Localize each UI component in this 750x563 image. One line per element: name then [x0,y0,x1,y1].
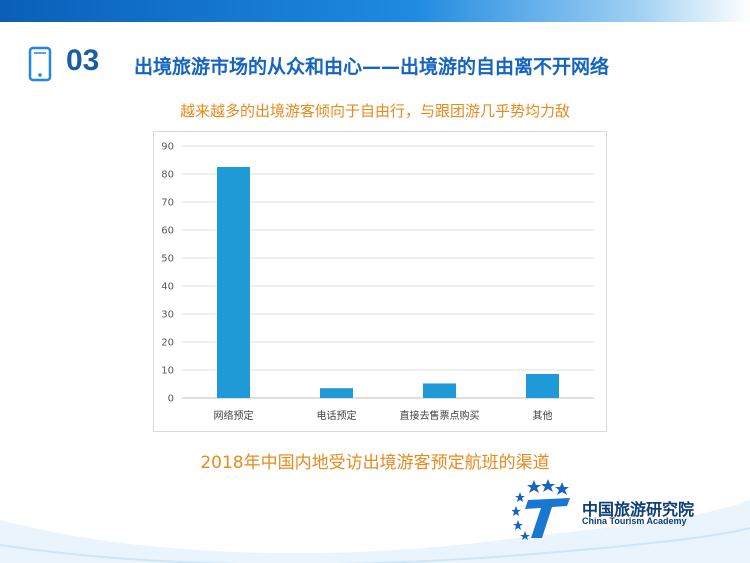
y-tick-label: 50 [161,254,174,265]
x-category-label: 电话预定 [317,409,357,422]
x-category-label: 其他 [533,409,553,422]
y-tick-label: 90 [161,142,174,153]
y-tick-label: 30 [161,310,174,321]
bar [217,167,250,398]
y-tick-label: 0 [168,394,174,405]
chart-frame: 0 10 20 30 40 50 60 70 80 90 网络预定 电话预定 直接去售票点购买 其他 [153,131,607,432]
y-axis-ticks: 0 10 20 30 40 50 60 70 80 90 [161,142,174,405]
x-category-label: 网络预定 [214,409,254,422]
page-title: 出境旅游市场的从众和由心——出境游的自由离不开网络 [134,56,610,78]
logo-name-cn: 中国旅游研究院 [582,500,695,519]
chart-gridlines [182,145,594,399]
top-banner [0,0,750,22]
x-axis-labels: 网络预定 电话预定 直接去售票点购买 其他 [214,409,553,422]
bar-chart: 0 10 20 30 40 50 60 70 80 90 网络预定 电话预定 直接去售票点购买 其他 [161,142,594,422]
y-tick-label: 10 [161,366,174,377]
bar [526,373,559,398]
y-tick-label: 60 [161,226,174,237]
logo-name-en: China Tourism Academy [582,516,687,526]
phone-icon [28,46,52,82]
x-category-label: 直接去售票点购买 [400,409,480,422]
bar [320,388,353,398]
chart-caption: 2018年中国内地受访出境游客预定航班的渠道 [200,453,550,473]
y-tick-label: 80 [161,170,174,181]
chart-bars [217,167,559,398]
y-tick-label: 40 [161,282,174,293]
bar [423,383,456,398]
subtitle: 越来越多的出境游客倾向于自由行，与跟团游几乎势均力敌 [179,102,570,120]
section-number: 03 [66,44,100,77]
academy-logo-icon [512,479,570,540]
y-tick-label: 70 [161,198,174,209]
y-tick-label: 20 [161,338,174,349]
